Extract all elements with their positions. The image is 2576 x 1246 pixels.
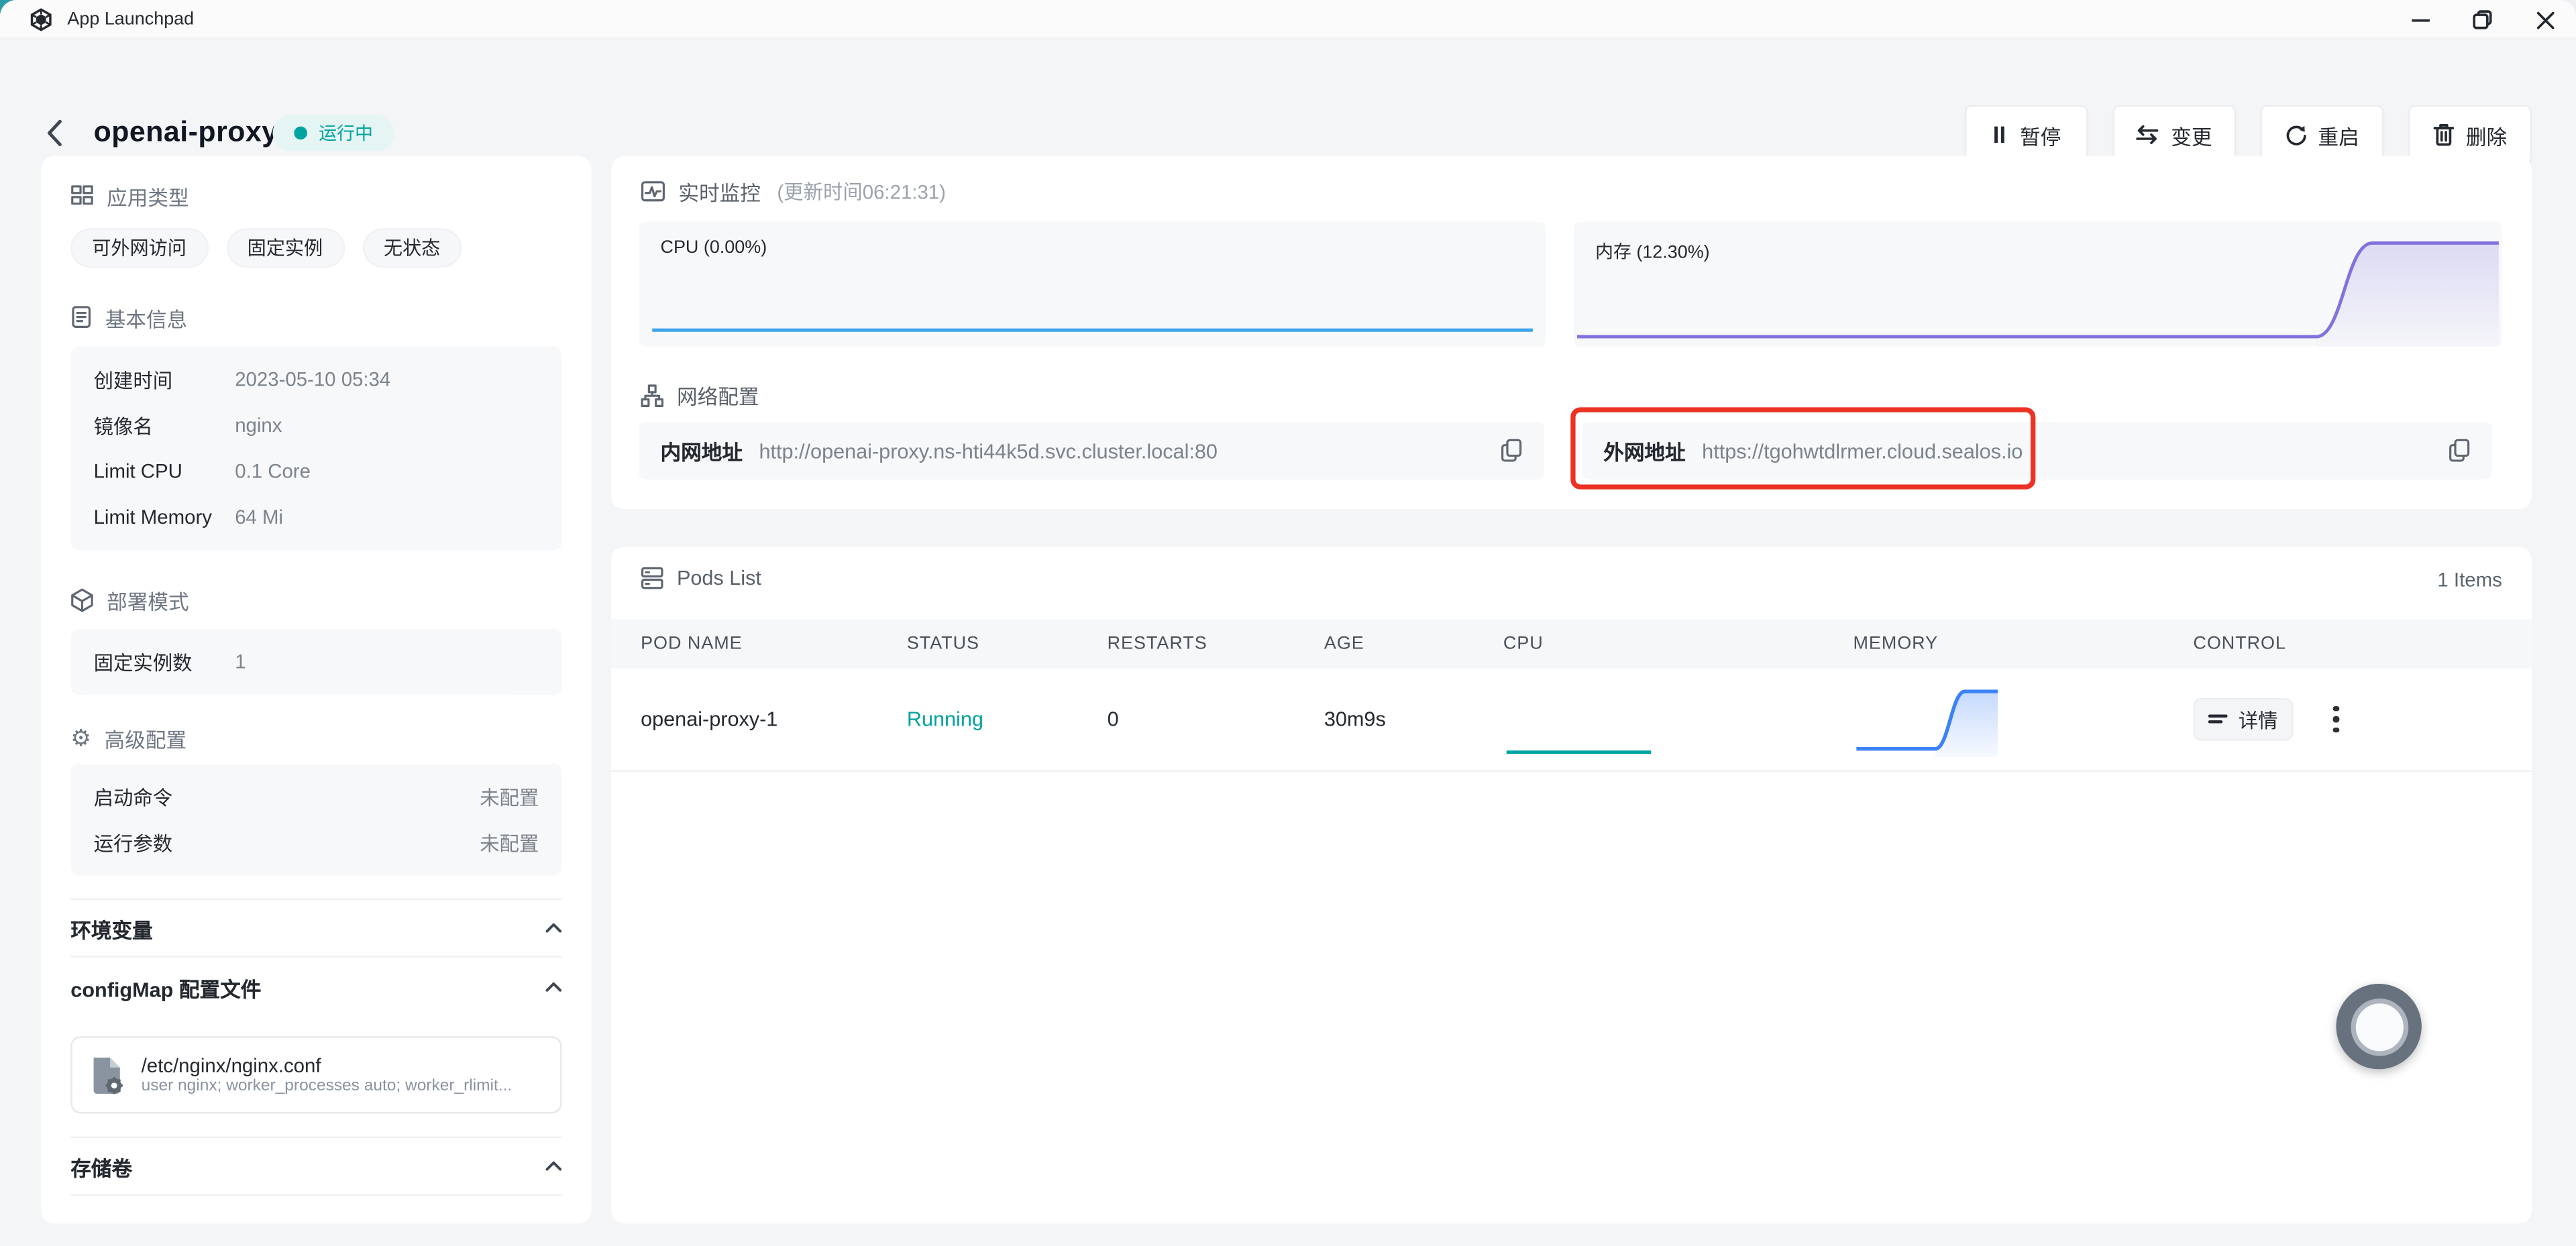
table-row: openai-proxy-1 Running 0 30m9s — [611, 669, 2532, 773]
config-file-preview: user nginx; worker_processes auto; worke… — [141, 1077, 513, 1096]
pods-table-header: POD NAME STATUS RESTARTS AGE CPU MEMORY … — [611, 619, 2532, 669]
pods-list-header: Pods List — [641, 567, 761, 589]
grid-icon — [71, 185, 93, 205]
monitoring-header: 实时监控 (更新时间06:21:31) — [641, 176, 946, 207]
tag-external-access: 可外网访问 — [70, 228, 208, 268]
section-deploy-mode: 部署模式 — [70, 586, 561, 614]
pod-status: Running — [906, 707, 983, 731]
gear-icon: ⚙ — [70, 724, 92, 751]
restore-button[interactable] — [2451, 0, 2514, 40]
config-file-path: /etc/nginx/nginx.conf — [141, 1054, 321, 1078]
status-badge: 运行中 — [272, 115, 394, 152]
storage-toggle[interactable]: 存储卷 — [70, 1136, 562, 1196]
pod-age: 30m9s — [1324, 707, 1386, 731]
network-header: 网络配置 — [641, 380, 759, 411]
configmap-file-card[interactable]: /etc/nginx/nginx.conf user nginx; worker… — [70, 1036, 562, 1114]
cpu-chart — [652, 328, 1533, 332]
pod-more-menu-button[interactable] — [2326, 699, 2345, 740]
minimize-button[interactable] — [2389, 0, 2451, 40]
monitoring-updated-time: (更新时间06:21:31) — [777, 180, 946, 204]
column-restarts: RESTARTS — [1107, 634, 1208, 654]
section-app-type: 应用类型 — [70, 182, 561, 209]
page-title: openai-proxy — [93, 115, 278, 148]
advanced-panel: 启动命令 未配置 运行参数 未配置 — [70, 763, 562, 876]
pod-restarts: 0 — [1107, 707, 1119, 731]
delete-button[interactable]: 删除 — [2408, 105, 2532, 164]
internal-address-url: http://openai-proxy.ns-hti44k5d.svc.clus… — [759, 439, 1218, 463]
column-age: AGE — [1324, 634, 1364, 654]
restart-icon — [2286, 125, 2306, 145]
window-title: App Launchpad — [67, 9, 195, 29]
memory-chart-panel: 内存 (12.30%) — [1574, 221, 2502, 347]
copy-external-address-button[interactable] — [2448, 439, 2471, 463]
pod-name: openai-proxy-1 — [641, 707, 778, 731]
info-row: 创建时间 2023-05-10 05:34 — [93, 367, 391, 392]
sidebar: 应用类型 可外网访问 固定实例 无状态 基本信息 创建时间 2023-05-10 … — [41, 156, 592, 1224]
pod-detail-button[interactable]: 详情 — [2193, 697, 2294, 741]
detail-lines-icon — [2208, 714, 2229, 724]
close-button[interactable] — [2514, 0, 2576, 40]
column-pod-name: POD NAME — [641, 634, 743, 654]
column-control: CONTROL — [2193, 634, 2286, 654]
basic-info-panel: 创建时间 2023-05-10 05:34 镜像名 nginx Limit CPU 0… — [70, 346, 562, 551]
page-header: openai-proxy 运行中 暂停 变更 — [0, 40, 2576, 164]
pod-memory-sparkline — [1856, 689, 1998, 757]
pods-list-icon — [641, 567, 663, 589]
cpu-chart-panel: CPU (0.00%) — [639, 221, 1546, 347]
internal-address-label: 内网地址 — [660, 441, 743, 465]
external-address-url: https://tgohwtdlrmer.cloud.sealos.io — [1702, 439, 2023, 463]
external-address-label: 外网地址 — [1603, 441, 1686, 465]
copy-internal-address-button[interactable] — [1500, 439, 1523, 463]
back-button[interactable] — [36, 115, 72, 151]
swap-arrows-icon — [2137, 125, 2159, 144]
monitor-chart-icon — [641, 181, 665, 202]
tag-fixed-instance: 固定实例 — [225, 228, 345, 268]
status-dot-icon — [294, 126, 307, 140]
cursor-click-indicator — [2336, 983, 2422, 1070]
external-address-bar: 外网地址 https://tgohwtdlrmer.cloud.sealos.i… — [1582, 422, 2493, 480]
info-row: 镜像名 nginx — [93, 414, 282, 438]
document-icon — [72, 306, 91, 328]
tag-stateless: 无状态 — [362, 228, 462, 268]
chevron-up-icon — [545, 923, 562, 933]
titlebar: App Launchpad — [0, 0, 2576, 40]
column-memory: MEMORY — [1853, 634, 1939, 654]
deploy-mode-panel: 固定实例数 1 — [70, 628, 562, 695]
internal-address-bar: 内网地址 http://openai-proxy.ns-hti44k5d.svc… — [639, 422, 1545, 480]
configmap-toggle[interactable]: configMap 配置文件 — [70, 958, 562, 1017]
info-row: 启动命令 未配置 — [93, 785, 539, 809]
memory-chart — [1577, 241, 2499, 347]
section-advanced: ⚙ 高级配置 — [70, 724, 187, 752]
section-basic-info: 基本信息 — [70, 304, 561, 331]
chevron-up-icon — [545, 982, 562, 992]
cpu-chart-label: CPU (0.00%) — [660, 238, 767, 258]
network-icon — [641, 384, 664, 406]
pause-button[interactable]: 暂停 — [1964, 105, 2088, 164]
cube-icon — [71, 587, 93, 612]
pause-icon — [1995, 126, 2005, 144]
memory-chart-label: 内存 (12.30%) — [1595, 243, 1710, 263]
info-row: Limit Memory 64 Mi — [93, 506, 284, 529]
info-row: 运行参数 未配置 — [93, 832, 539, 855]
trash-icon — [2433, 124, 2455, 146]
column-cpu: CPU — [1503, 634, 1544, 654]
info-row: 固定实例数 1 — [93, 650, 246, 675]
column-status: STATUS — [906, 634, 980, 654]
pods-count: 1 Items — [2437, 568, 2502, 591]
config-file-icon — [89, 1055, 125, 1094]
app-launchpad-logo-icon — [30, 7, 52, 31]
pod-cpu-sparkline — [1506, 749, 1652, 753]
env-vars-toggle[interactable]: 环境变量 — [70, 898, 562, 958]
pods-list-card: Pods List 1 Items POD NAME STATUS RESTAR… — [611, 547, 2532, 1224]
info-row: Limit CPU 0.1 Core — [93, 459, 311, 484]
chevron-up-icon — [545, 1161, 562, 1171]
monitoring-network-card: 实时监控 (更新时间06:21:31) CPU (0.00%) 内存 (12.3… — [611, 156, 2532, 510]
